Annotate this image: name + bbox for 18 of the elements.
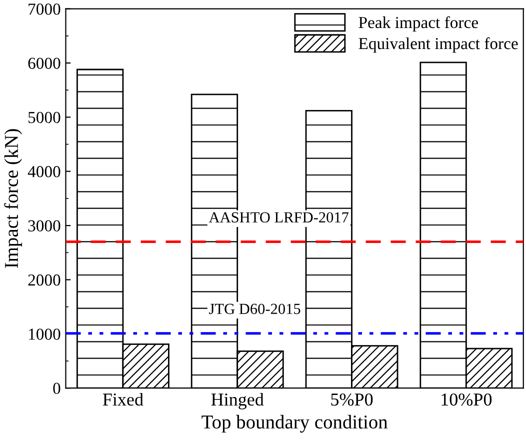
x-axis-title: Top boundary condition [202,414,388,433]
y-tick-label: 7000 [28,4,60,15]
y-tick-label: 5000 [28,112,60,124]
y-tick-label: 3000 [28,220,60,232]
y-axis-title: Impact force (kN) [4,129,22,268]
ref-line-label: JTG D60-2015 [209,304,300,314]
x-tick-label: 5%P0 [331,393,373,406]
legend-label: Peak impact force [358,16,478,32]
y-tick-label: 0 [53,382,60,394]
x-tick-label: Hinged [211,392,264,410]
legend-label: Equivalent impact force [358,37,518,53]
x-tick-label: Fixed [102,392,144,406]
x-tick-label: 10%P0 [442,393,492,406]
y-tick-label: 2000 [28,274,60,286]
y-tick-label: 4000 [28,166,60,178]
ref-line-label: AASHTO LRFD-2017 [208,212,349,222]
y-tick-label: 6000 [28,58,60,69]
y-tick-label: 1000 [29,328,60,340]
